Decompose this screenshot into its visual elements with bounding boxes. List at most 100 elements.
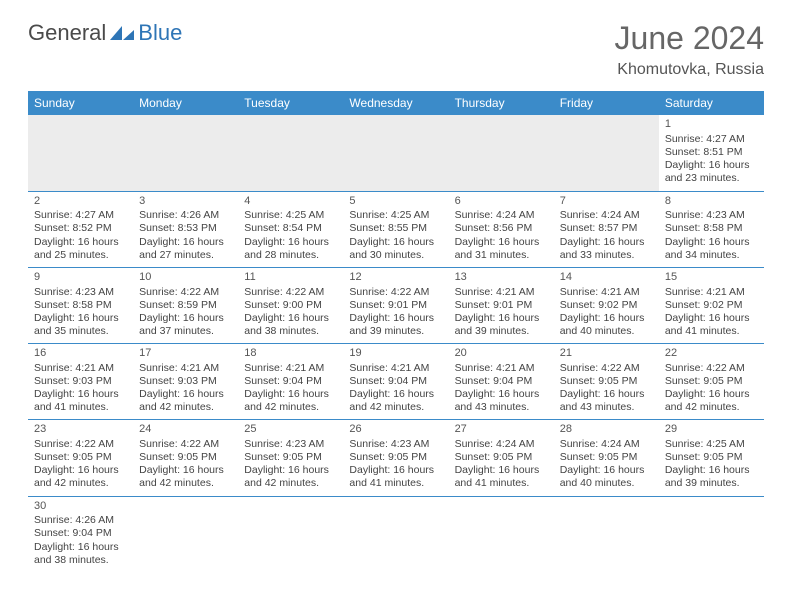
brand-logo: General Blue [28, 20, 182, 46]
sunrise-text: Sunrise: 4:25 AM [665, 438, 758, 451]
sunrise-text: Sunrise: 4:24 AM [560, 209, 653, 222]
day-number: 7 [560, 195, 653, 209]
calendar-cell: 26Sunrise: 4:23 AMSunset: 9:05 PMDayligh… [343, 420, 448, 496]
calendar-cell: 12Sunrise: 4:22 AMSunset: 9:01 PMDayligh… [343, 267, 448, 343]
calendar-cell-empty [28, 115, 133, 191]
calendar-week-row: 16Sunrise: 4:21 AMSunset: 9:03 PMDayligh… [28, 344, 764, 420]
calendar-cell: 25Sunrise: 4:23 AMSunset: 9:05 PMDayligh… [238, 420, 343, 496]
daylight-text: Daylight: 16 hours and 37 minutes. [139, 312, 232, 338]
day-number: 1 [665, 118, 758, 132]
calendar-cell: 18Sunrise: 4:21 AMSunset: 9:04 PMDayligh… [238, 344, 343, 420]
daylight-text: Daylight: 16 hours and 41 minutes. [455, 464, 548, 490]
day-number: 20 [455, 347, 548, 361]
day-number: 19 [349, 347, 442, 361]
calendar-cell: 7Sunrise: 4:24 AMSunset: 8:57 PMDaylight… [554, 191, 659, 267]
weekday-header: Saturday [659, 91, 764, 115]
daylight-text: Daylight: 16 hours and 31 minutes. [455, 236, 548, 262]
weekday-header: Monday [133, 91, 238, 115]
weekday-header: Thursday [449, 91, 554, 115]
weekday-header-row: SundayMondayTuesdayWednesdayThursdayFrid… [28, 91, 764, 115]
calendar-week-row: 9Sunrise: 4:23 AMSunset: 8:58 PMDaylight… [28, 267, 764, 343]
daylight-text: Daylight: 16 hours and 39 minutes. [349, 312, 442, 338]
calendar-cell: 8Sunrise: 4:23 AMSunset: 8:58 PMDaylight… [659, 191, 764, 267]
daylight-text: Daylight: 16 hours and 35 minutes. [34, 312, 127, 338]
brand-text-1: General [28, 20, 106, 46]
daylight-text: Daylight: 16 hours and 42 minutes. [139, 464, 232, 490]
sunrise-text: Sunrise: 4:21 AM [34, 362, 127, 375]
weekday-header: Sunday [28, 91, 133, 115]
sunset-text: Sunset: 9:04 PM [34, 527, 127, 540]
daylight-text: Daylight: 16 hours and 30 minutes. [349, 236, 442, 262]
day-number: 4 [244, 195, 337, 209]
day-number: 17 [139, 347, 232, 361]
sunrise-text: Sunrise: 4:22 AM [560, 362, 653, 375]
weekday-header: Friday [554, 91, 659, 115]
calendar-cell: 29Sunrise: 4:25 AMSunset: 9:05 PMDayligh… [659, 420, 764, 496]
sunset-text: Sunset: 9:05 PM [665, 375, 758, 388]
day-number: 14 [560, 271, 653, 285]
daylight-text: Daylight: 16 hours and 38 minutes. [34, 541, 127, 567]
day-number: 26 [349, 423, 442, 437]
calendar-week-row: 1Sunrise: 4:27 AMSunset: 8:51 PMDaylight… [28, 115, 764, 191]
sunset-text: Sunset: 9:04 PM [455, 375, 548, 388]
calendar-cell: 20Sunrise: 4:21 AMSunset: 9:04 PMDayligh… [449, 344, 554, 420]
sunset-text: Sunset: 9:04 PM [244, 375, 337, 388]
sunrise-text: Sunrise: 4:22 AM [34, 438, 127, 451]
day-number: 13 [455, 271, 548, 285]
sunset-text: Sunset: 8:57 PM [560, 222, 653, 235]
daylight-text: Daylight: 16 hours and 42 minutes. [34, 464, 127, 490]
calendar-cell: 22Sunrise: 4:22 AMSunset: 9:05 PMDayligh… [659, 344, 764, 420]
sunset-text: Sunset: 8:59 PM [139, 299, 232, 312]
calendar-cell: 13Sunrise: 4:21 AMSunset: 9:01 PMDayligh… [449, 267, 554, 343]
calendar-cell: 19Sunrise: 4:21 AMSunset: 9:04 PMDayligh… [343, 344, 448, 420]
sunrise-text: Sunrise: 4:22 AM [139, 438, 232, 451]
sunset-text: Sunset: 9:02 PM [560, 299, 653, 312]
header: General Blue June 2024 Khomutovka, Russi… [28, 20, 764, 79]
sunrise-text: Sunrise: 4:21 AM [139, 362, 232, 375]
sunset-text: Sunset: 9:05 PM [349, 451, 442, 464]
sunrise-text: Sunrise: 4:27 AM [665, 133, 758, 146]
sunset-text: Sunset: 9:05 PM [455, 451, 548, 464]
daylight-text: Daylight: 16 hours and 42 minutes. [139, 388, 232, 414]
calendar-cell-empty [238, 496, 343, 572]
daylight-text: Daylight: 16 hours and 23 minutes. [665, 159, 758, 185]
daylight-text: Daylight: 16 hours and 40 minutes. [560, 312, 653, 338]
sunset-text: Sunset: 9:01 PM [349, 299, 442, 312]
daylight-text: Daylight: 16 hours and 43 minutes. [560, 388, 653, 414]
day-number: 30 [34, 500, 127, 514]
sunset-text: Sunset: 8:55 PM [349, 222, 442, 235]
daylight-text: Daylight: 16 hours and 42 minutes. [349, 388, 442, 414]
brand-sail-icon [108, 24, 136, 42]
daylight-text: Daylight: 16 hours and 41 minutes. [349, 464, 442, 490]
calendar-cell-empty [449, 115, 554, 191]
daylight-text: Daylight: 16 hours and 38 minutes. [244, 312, 337, 338]
calendar-cell-empty [133, 496, 238, 572]
calendar-cell: 24Sunrise: 4:22 AMSunset: 9:05 PMDayligh… [133, 420, 238, 496]
sunset-text: Sunset: 8:58 PM [665, 222, 758, 235]
month-title: June 2024 [615, 20, 764, 57]
calendar-cell: 5Sunrise: 4:25 AMSunset: 8:55 PMDaylight… [343, 191, 448, 267]
sunset-text: Sunset: 8:51 PM [665, 146, 758, 159]
sunrise-text: Sunrise: 4:24 AM [455, 209, 548, 222]
day-number: 5 [349, 195, 442, 209]
calendar-cell: 27Sunrise: 4:24 AMSunset: 9:05 PMDayligh… [449, 420, 554, 496]
calendar-cell: 17Sunrise: 4:21 AMSunset: 9:03 PMDayligh… [133, 344, 238, 420]
calendar-week-row: 2Sunrise: 4:27 AMSunset: 8:52 PMDaylight… [28, 191, 764, 267]
sunrise-text: Sunrise: 4:22 AM [139, 286, 232, 299]
daylight-text: Daylight: 16 hours and 42 minutes. [244, 388, 337, 414]
weekday-header: Wednesday [343, 91, 448, 115]
calendar-cell: 30Sunrise: 4:26 AMSunset: 9:04 PMDayligh… [28, 496, 133, 572]
day-number: 16 [34, 347, 127, 361]
location-label: Khomutovka, Russia [615, 61, 764, 79]
sunrise-text: Sunrise: 4:24 AM [455, 438, 548, 451]
day-number: 18 [244, 347, 337, 361]
calendar-cell: 11Sunrise: 4:22 AMSunset: 9:00 PMDayligh… [238, 267, 343, 343]
calendar-week-row: 23Sunrise: 4:22 AMSunset: 9:05 PMDayligh… [28, 420, 764, 496]
sunrise-text: Sunrise: 4:22 AM [665, 362, 758, 375]
calendar-week-row: 30Sunrise: 4:26 AMSunset: 9:04 PMDayligh… [28, 496, 764, 572]
daylight-text: Daylight: 16 hours and 27 minutes. [139, 236, 232, 262]
day-number: 3 [139, 195, 232, 209]
day-number: 15 [665, 271, 758, 285]
daylight-text: Daylight: 16 hours and 43 minutes. [455, 388, 548, 414]
calendar-cell-empty [449, 496, 554, 572]
